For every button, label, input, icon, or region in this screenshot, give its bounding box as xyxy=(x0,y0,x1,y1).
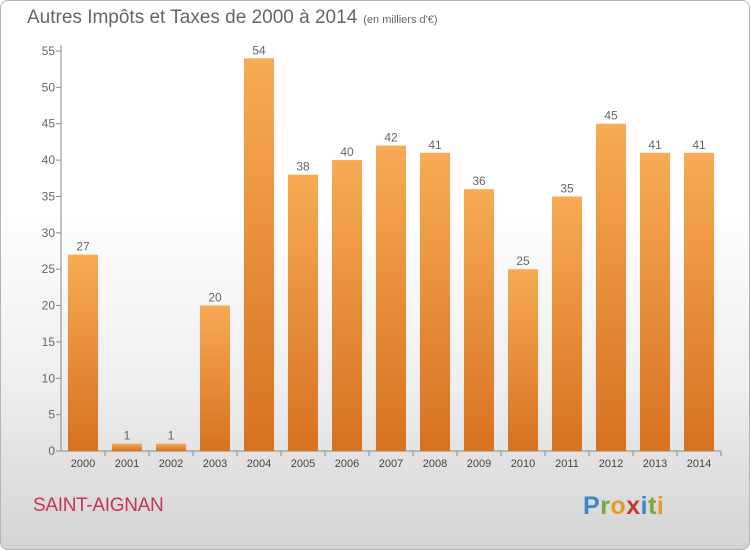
x-tick-label: 2013 xyxy=(643,458,667,470)
bar xyxy=(68,254,98,451)
unit-label: (en milliers d'€) xyxy=(363,14,438,26)
x-tick-label: 2003 xyxy=(203,458,227,470)
bar xyxy=(200,305,230,451)
bar xyxy=(684,152,714,451)
x-tick-label: 2014 xyxy=(687,458,711,470)
x-tick-label: 2001 xyxy=(115,458,139,470)
y-tick-label: 25 xyxy=(42,262,56,276)
bar xyxy=(244,58,274,451)
logo-letter: t xyxy=(648,492,657,520)
x-tick-label: 2004 xyxy=(247,458,271,470)
data-label: 41 xyxy=(428,138,442,152)
logo-letter: P xyxy=(583,492,601,520)
x-tick-label: 2010 xyxy=(511,458,535,470)
bar xyxy=(376,145,406,451)
logo-letter: r xyxy=(600,492,611,520)
data-label: 1 xyxy=(124,429,131,443)
x-tick-label: 2005 xyxy=(291,458,315,470)
data-label: 54 xyxy=(252,43,266,57)
bar xyxy=(156,443,186,451)
proxiti-logo[interactable]: Proxiti xyxy=(583,492,664,521)
title-text: Autres Impôts et Taxes de 2000 à 2014 xyxy=(27,7,358,28)
bar xyxy=(508,269,538,451)
x-tick-label: 2008 xyxy=(423,458,447,470)
data-label: 27 xyxy=(76,240,90,254)
logo-letter: i xyxy=(656,492,665,520)
x-tick-label: 2012 xyxy=(599,458,623,470)
logo-letter: i xyxy=(640,492,649,520)
x-tick-label: 2000 xyxy=(71,458,95,470)
y-tick-label: 20 xyxy=(42,299,56,313)
bar xyxy=(112,443,142,451)
bar xyxy=(464,189,494,451)
y-tick-label: 10 xyxy=(42,371,56,385)
x-tick-label: 2006 xyxy=(335,458,359,470)
y-tick-label: 40 xyxy=(42,153,56,167)
y-tick-label: 0 xyxy=(48,444,55,458)
y-tick-label: 15 xyxy=(42,335,56,349)
x-tick-label: 2009 xyxy=(467,458,491,470)
bar xyxy=(640,152,670,451)
bar xyxy=(552,196,582,451)
y-tick-label: 35 xyxy=(42,189,56,203)
bar xyxy=(596,123,626,452)
data-label: 41 xyxy=(648,138,662,152)
y-tick-label: 45 xyxy=(42,117,56,131)
data-label: 40 xyxy=(340,145,354,159)
logo-letter: x xyxy=(626,492,641,520)
data-label: 1 xyxy=(168,429,175,443)
y-tick-label: 50 xyxy=(42,80,56,94)
x-tick-label: 2002 xyxy=(159,458,183,470)
data-label: 45 xyxy=(604,109,618,123)
bar xyxy=(288,174,318,452)
data-label: 35 xyxy=(560,181,574,195)
data-label: 36 xyxy=(472,174,486,188)
data-label: 25 xyxy=(516,254,530,268)
commune-name: SAINT-AIGNAN xyxy=(33,495,164,516)
data-label: 42 xyxy=(384,131,398,145)
x-tick-label: 2011 xyxy=(555,458,579,470)
chart-title: Autres Impôts et Taxes de 2000 à 2014 (en… xyxy=(27,7,438,29)
y-tick-label: 55 xyxy=(42,44,56,58)
bar xyxy=(420,152,450,451)
x-tick-label: 2007 xyxy=(379,458,403,470)
y-tick-label: 5 xyxy=(48,408,55,422)
bar xyxy=(332,160,362,451)
data-label: 38 xyxy=(296,160,310,174)
logo-letter: o xyxy=(610,492,627,520)
data-label: 41 xyxy=(692,138,706,152)
y-tick-label: 30 xyxy=(42,226,56,240)
data-label: 20 xyxy=(208,291,222,305)
